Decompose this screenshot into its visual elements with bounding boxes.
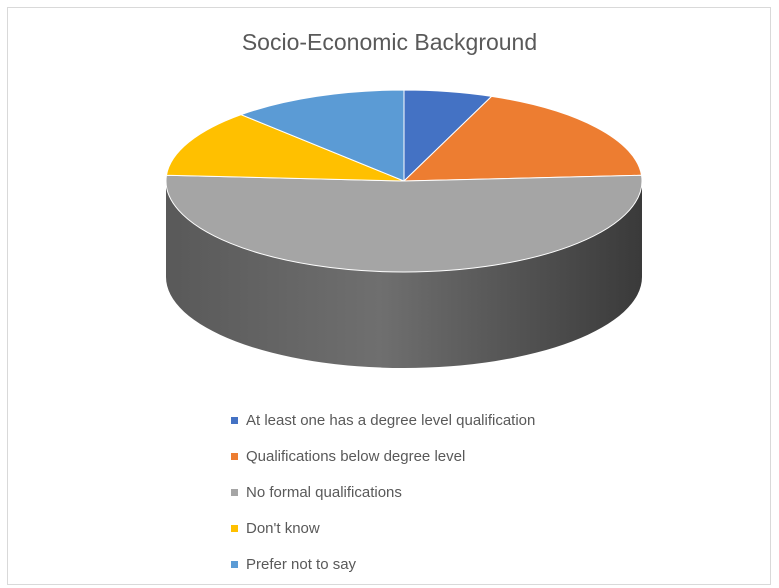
legend-label: Don't know	[246, 519, 320, 537]
legend: At least one has a degree level qualific…	[231, 402, 535, 582]
pie-slice-side	[166, 181, 642, 368]
legend-label: At least one has a degree level qualific…	[246, 411, 536, 429]
legend-item: Prefer not to say	[231, 546, 535, 582]
legend-item: At least one has a degree level qualific…	[231, 402, 535, 438]
legend-swatch	[231, 524, 238, 532]
pie-chart	[165, 89, 643, 368]
legend-label: No formal qualifications	[246, 483, 402, 501]
pie-slice	[165, 114, 405, 182]
pie-slice	[403, 95, 643, 182]
legend-item: No formal qualifications	[231, 474, 535, 510]
chart-title: Socio-Economic Background	[241, 29, 538, 55]
legend-label: Qualifications below degree level	[246, 447, 466, 465]
pie-slice	[165, 174, 643, 273]
legend-item: Don't know	[231, 510, 535, 546]
pie-slice	[240, 89, 405, 182]
legend-swatch	[231, 416, 238, 424]
legend-swatch	[231, 560, 238, 568]
legend-swatch	[231, 452, 238, 460]
legend-label: Prefer not to say	[246, 555, 357, 573]
legend-swatch	[231, 488, 238, 496]
legend-item: Qualifications below degree level	[231, 438, 535, 474]
